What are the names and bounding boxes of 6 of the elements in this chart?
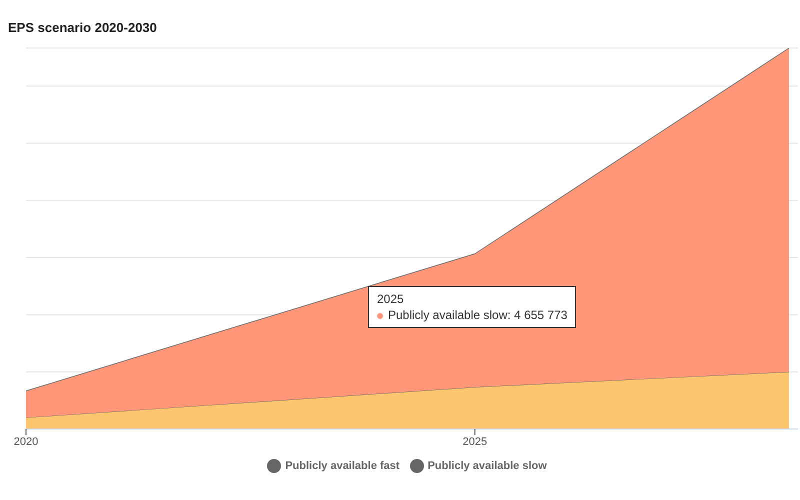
legend-label: Publicly available fast <box>285 460 400 472</box>
legend-label: Publicly available slow <box>428 460 547 472</box>
annotation: 2025 <box>377 292 404 306</box>
chart-title: EPS scenario 2020-2030 <box>8 20 157 35</box>
x-tick-label: 2020 <box>14 436 38 448</box>
annotation: Publicly available slow: 4 655 773 <box>388 308 568 322</box>
